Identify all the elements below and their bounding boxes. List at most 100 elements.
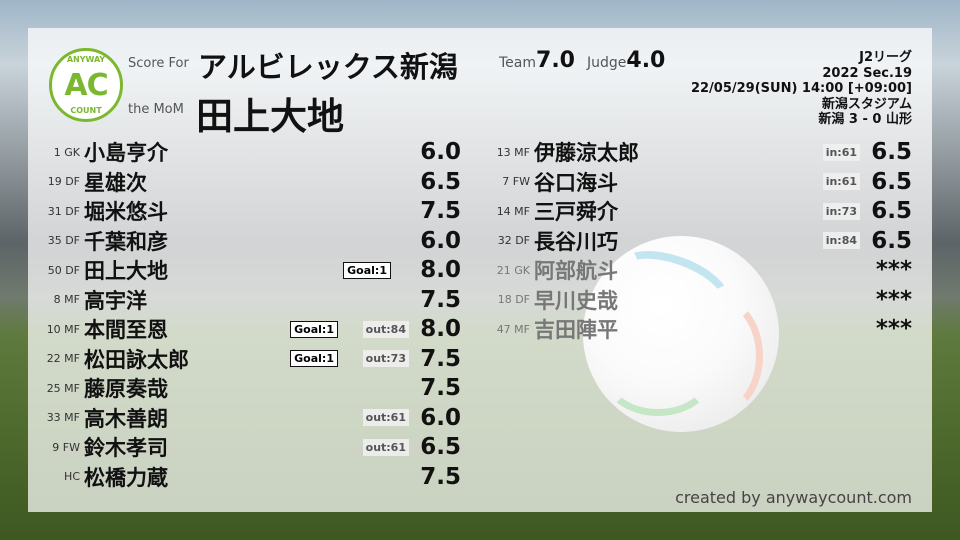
player-row: 35 DF 千葉和彦 6.0	[28, 227, 461, 255]
player-name: 早川史哉	[534, 288, 618, 313]
substitution-badge: in:61	[822, 173, 860, 190]
player-name: 吉田陣平	[534, 318, 618, 342]
match-result: 新潟 3 - 0 山形	[818, 112, 912, 127]
player-row: 21 GK 阿部航斗 ***	[478, 256, 912, 284]
player-number-position: 32 DF	[497, 234, 530, 247]
player-row: 7 FW 谷口海斗 in:61 6.5	[478, 168, 912, 196]
player-name: 松田詠太郎	[84, 347, 189, 372]
judge-score: Judge4.0	[587, 48, 665, 73]
player-row: 9 FW 鈴木孝司 out:61 6.5	[28, 433, 461, 461]
player-rating: 6.5	[871, 168, 912, 195]
team-name: アルビレックス新潟	[198, 50, 458, 84]
player-row: 1 GK 小島亨介 6.0	[28, 138, 461, 166]
judge-score-label: Judge	[587, 55, 627, 71]
player-rating: 7.5	[420, 463, 461, 490]
player-number-position: 19 DF	[47, 175, 80, 188]
player-name: 長谷川巧	[534, 229, 618, 254]
player-row: 14 MF 三戸舜介 in:73 6.5	[478, 197, 912, 225]
player-number-position: 8 MF	[53, 293, 80, 306]
logo-text-bottom: COUNT	[70, 106, 102, 115]
player-name: 谷口海斗	[534, 170, 618, 195]
player-number-position: 14 MF	[496, 204, 530, 218]
section: 2022 Sec.19	[822, 65, 912, 81]
player-row: 8 MF 高宇洋 7.5	[28, 286, 461, 314]
mom-label: the MoM	[128, 102, 184, 117]
player-name: 田上大地	[84, 259, 168, 283]
player-row: 13 MF 伊藤涼太郎 in:61 6.5	[478, 138, 912, 166]
player-row: 31 DF 堀米悠斗 7.5	[28, 197, 461, 225]
player-rating: 7.5	[420, 375, 461, 401]
player-rating: 6.5	[420, 434, 461, 460]
substitution-badge: in:61	[822, 143, 860, 161]
player-row: 33 MF 高木善朗 out:61 6.0	[28, 404, 461, 432]
player-number-position: 13 MF	[496, 145, 530, 159]
substitution-badge: out:61	[362, 409, 409, 426]
player-name: 高宇洋	[84, 288, 147, 313]
player-row: 32 DF 長谷川巧 in:84 6.5	[478, 227, 912, 255]
score-panel	[28, 28, 932, 512]
player-number-position: 35 DF	[47, 234, 80, 247]
player-rating: 7.5	[420, 286, 461, 313]
score-for-label: Score For	[128, 56, 189, 71]
league: J2リーグ	[859, 50, 912, 65]
player-number-position: 33 MF	[46, 411, 80, 424]
player-number-position: 47 MF	[496, 322, 530, 336]
player-name: 高木善朗	[84, 406, 168, 431]
player-number-position: 1 GK	[53, 145, 80, 159]
player-number-position: HC	[64, 470, 80, 483]
player-number-position: 10 MF	[46, 322, 80, 336]
team-score: Team7.0	[499, 48, 575, 73]
player-name: 鈴木孝司	[84, 436, 168, 460]
player-row: 22 MF 松田詠太郎 Goal:1 out:73 7.5	[28, 345, 461, 373]
anywaycount-logo: ANYWAY AC COUNT	[49, 48, 123, 122]
team-score-value: 7.0	[536, 48, 575, 73]
player-rating: 6.0	[420, 139, 461, 165]
player-rating: 6.5	[871, 139, 912, 165]
player-row: HC 松橋力蔵 7.5	[28, 463, 461, 491]
player-name: 小島亨介	[84, 141, 168, 165]
player-name: 三戸舜介	[534, 200, 618, 224]
player-name: 伊藤涼太郎	[534, 141, 639, 165]
player-name: 阿部航斗	[534, 259, 618, 283]
player-rating: ***	[875, 257, 912, 283]
player-rating: 6.0	[420, 404, 461, 431]
substitution-badge: out:61	[362, 438, 409, 456]
player-row: 25 MF 藤原奏哉 7.5	[28, 374, 461, 402]
match-info: J2リーグ 2022 Sec.19 22/05/29(SUN) 14:00 [+…	[691, 50, 912, 128]
player-number-position: 22 MF	[46, 352, 80, 365]
substitution-badge: in:84	[822, 232, 860, 249]
judge-score-value: 4.0	[626, 48, 666, 73]
player-number-position: 18 DF	[497, 293, 530, 306]
player-row: 10 MF 本間至恩 Goal:1 out:84 8.0	[28, 315, 461, 343]
player-name: 千葉和彦	[84, 229, 168, 254]
player-row: 47 MF 吉田陣平 ***	[478, 315, 912, 343]
substitution-badge: out:84	[362, 320, 409, 338]
goal-badge: Goal:1	[290, 320, 338, 338]
credit: created by anywaycount.com	[675, 488, 912, 507]
player-rating: 6.5	[420, 168, 461, 195]
substitution-badge: out:73	[362, 350, 409, 367]
player-rating: 8.0	[420, 316, 461, 342]
player-rating: 7.5	[420, 345, 461, 372]
mom-name: 田上大地	[196, 95, 344, 138]
player-number-position: 7 FW	[502, 175, 530, 188]
player-name: 藤原奏哉	[84, 377, 168, 401]
match-datetime: 22/05/29(SUN) 14:00 [+09:00]	[690, 81, 912, 96]
player-name: 星雄次	[84, 170, 147, 195]
player-number-position: 25 MF	[46, 381, 80, 395]
player-name: 松橋力蔵	[84, 465, 168, 490]
logo-mark: AC	[64, 68, 108, 103]
goal-badge: Goal:1	[290, 350, 338, 367]
goal-badge: Goal:1	[343, 261, 391, 279]
substitution-badge: in:73	[822, 202, 860, 220]
player-number-position: 9 FW	[52, 440, 80, 454]
stadium: 新潟スタジアム	[821, 96, 912, 112]
player-row: 19 DF 星雄次 6.5	[28, 168, 461, 196]
player-rating: 7.5	[420, 198, 461, 224]
logo-text-top: ANYWAY	[66, 55, 106, 64]
player-rating: 6.0	[420, 227, 461, 254]
player-rating: 6.5	[871, 198, 912, 224]
player-row: 50 DF 田上大地 Goal:1 8.0	[28, 256, 461, 284]
player-rating: 6.5	[871, 227, 912, 254]
player-number-position: 21 GK	[496, 263, 530, 277]
